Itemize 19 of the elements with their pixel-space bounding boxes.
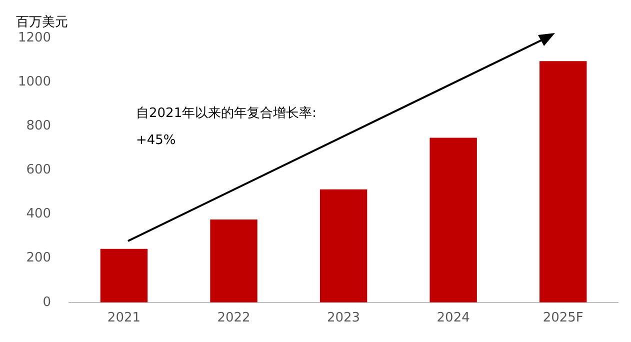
bar bbox=[320, 189, 368, 302]
bar bbox=[100, 248, 148, 302]
y-tick-label: 1200 bbox=[18, 30, 52, 46]
bar bbox=[540, 61, 587, 302]
y-tick-label: 1000 bbox=[18, 74, 52, 90]
x-tick-label: 2023 bbox=[326, 310, 360, 326]
x-tick-label: 2024 bbox=[436, 310, 470, 326]
x-tick-label: 2021 bbox=[107, 310, 141, 326]
x-tick-label: 2022 bbox=[217, 310, 250, 326]
annotation: 自2021年以来的年复合增长率: +45% bbox=[136, 105, 316, 148]
x-tick-label: 2025F bbox=[542, 310, 584, 326]
y-tick-label: 0 bbox=[42, 294, 52, 310]
bar bbox=[430, 138, 477, 302]
bar bbox=[210, 220, 258, 302]
y-tick-label: 200 bbox=[26, 250, 52, 266]
y-tick-label: 800 bbox=[26, 118, 52, 134]
y-tick-label: 600 bbox=[26, 162, 52, 178]
y-axis-title: 百万美元 bbox=[16, 14, 68, 30]
y-tick-label: 400 bbox=[26, 206, 52, 222]
